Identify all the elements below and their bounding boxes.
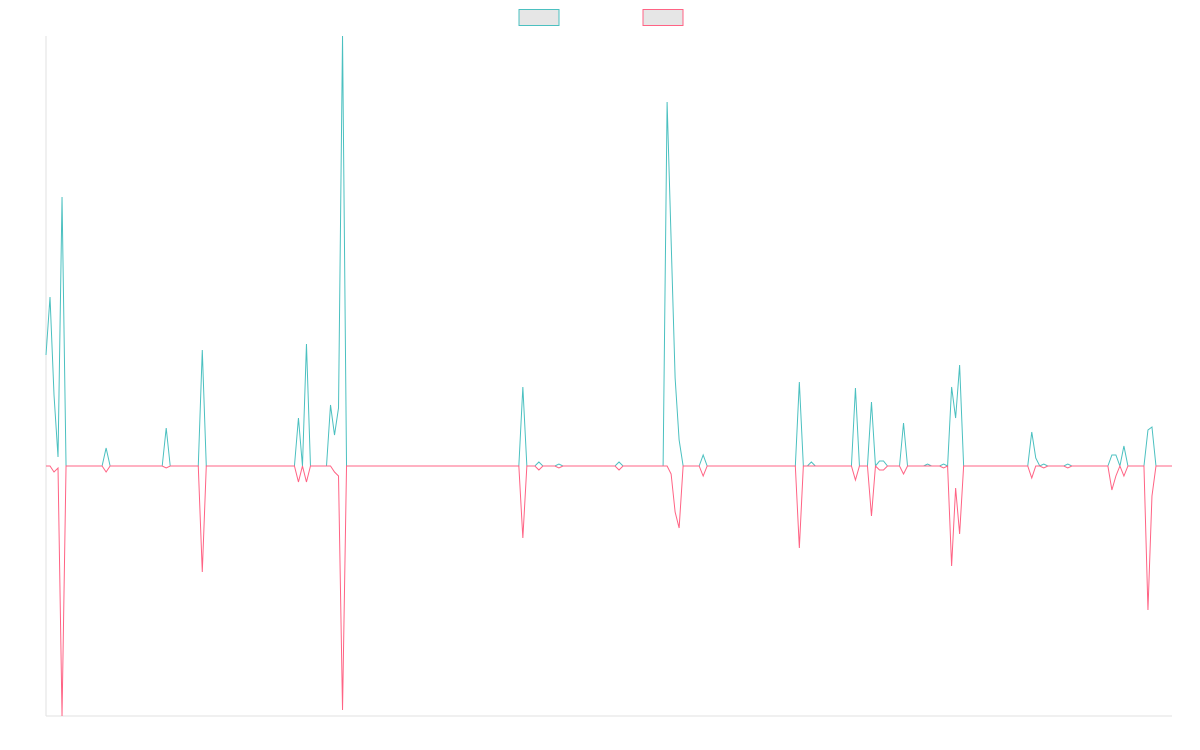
series-line <box>45 35 1172 468</box>
legend-swatch[interactable] <box>518 9 560 26</box>
legend-swatch[interactable] <box>642 9 684 26</box>
series-line <box>46 464 1172 717</box>
